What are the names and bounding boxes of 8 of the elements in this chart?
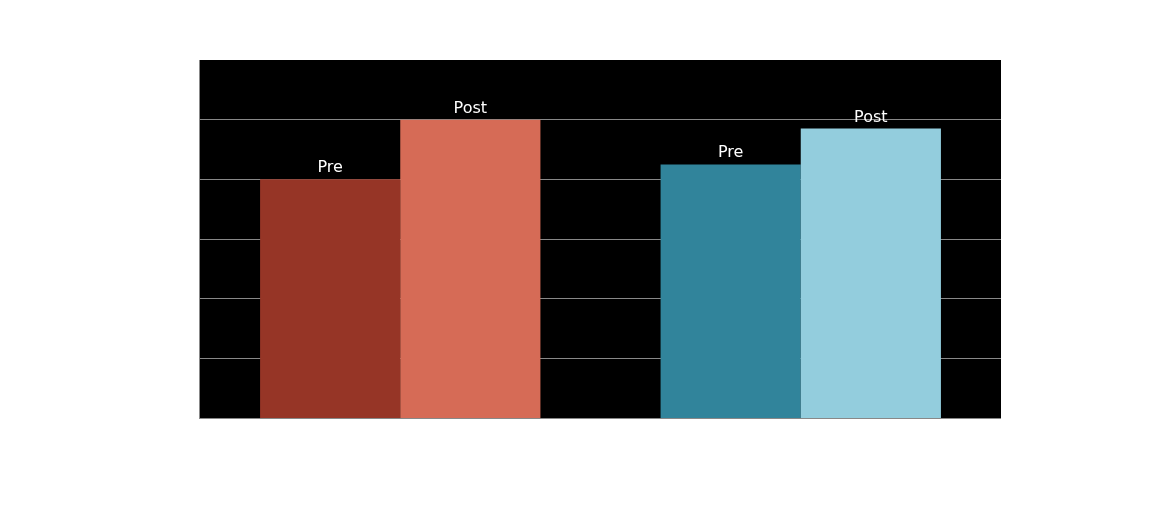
bar [260,179,401,418]
text: Pre [717,142,744,162]
bar [800,128,941,418]
bar [400,119,541,418]
series-label: Post [453,97,488,117]
text: Post [854,106,888,126]
bar [660,164,801,418]
series-label: Pre [317,157,343,177]
